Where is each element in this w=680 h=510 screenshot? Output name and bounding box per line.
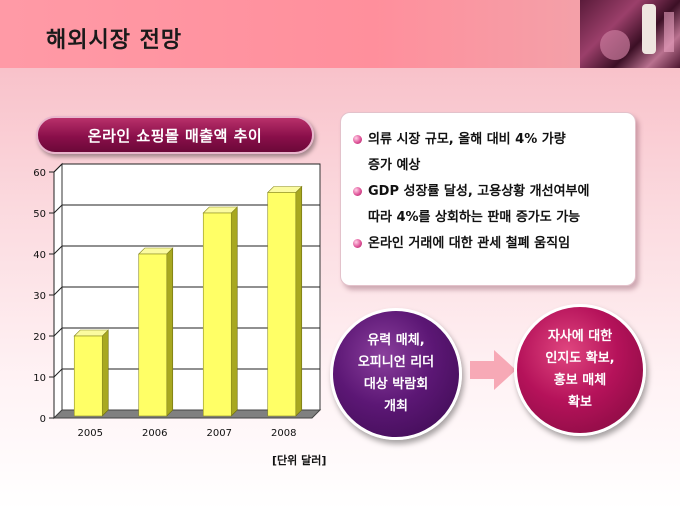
y-tick-label: 10 (33, 373, 46, 384)
photo-figure-2 (664, 12, 674, 52)
y-tick-label: 60 (33, 168, 46, 179)
outlook-bullet-text: 온라인 거래에 대한 관세 철폐 움직임 (368, 236, 571, 251)
chart-unit-note: [단위 달러] (272, 454, 327, 467)
bar (138, 253, 168, 417)
bar (202, 212, 232, 417)
photo-highlight (600, 30, 630, 60)
bullet-dot-icon (353, 239, 362, 248)
y-tick-label: 40 (33, 250, 46, 261)
x-tick-label: 2007 (207, 428, 232, 439)
y-tick-label: 30 (33, 291, 46, 302)
bar-top (202, 206, 238, 214)
bar-side (295, 185, 303, 417)
bar-side (166, 247, 174, 417)
outlook-bullet: 의류 시장 규모, 올해 대비 4% 가량 증가 예상 (353, 127, 625, 179)
chart-floor (52, 409, 322, 419)
x-tick-label: 2005 (78, 428, 103, 439)
page-title: 해외시장 전망 (46, 28, 183, 53)
bar-top (73, 329, 109, 337)
bar-top (138, 247, 174, 255)
strategy-circle-exhibition: 유력 매체, 오피니언 리더 대상 박람회 개최 (330, 308, 462, 440)
chart-gridline (53, 204, 320, 214)
y-tick-label: 0 (40, 414, 46, 425)
y-tick-label: 20 (33, 332, 46, 343)
header-photo (580, 0, 680, 68)
bullet-dot-icon (353, 135, 362, 144)
bar-side (230, 206, 238, 417)
chart-gridline (53, 163, 320, 173)
bar-top (267, 186, 303, 193)
bar (267, 192, 297, 417)
photo-figure (642, 4, 656, 54)
title-bar (0, 0, 680, 68)
outlook-bullet: GDP 성장률 달성, 고용상황 개선여부에 따라 4%를 상회하는 판매 증가… (353, 179, 625, 231)
strategy-circle-awareness: 자사에 대한 인지도 확보, 홍보 매체 확보 (514, 304, 646, 436)
market-outlook-box: 의류 시장 규모, 올해 대비 4% 가량 증가 예상 GDP 성장률 달성, … (340, 112, 636, 286)
chart-section-label: 온라인 쇼핑몰 매출액 추이 (36, 116, 314, 154)
y-tick-label: 50 (33, 209, 46, 220)
bullet-dot-icon (353, 187, 362, 196)
outlook-bullet-text: 의류 시장 규모, 올해 대비 4% 가량 증가 예상 (368, 132, 566, 173)
bar-side (101, 329, 109, 417)
right-arrow-icon (470, 350, 516, 390)
sales-bar-chart: 0 10 20 30 40 50 60 2005 2006 2007 2008 (33, 162, 322, 439)
outlook-bullet-text: GDP 성장률 달성, 고용상황 개선여부에 따라 4%를 상회하는 판매 증가… (368, 184, 590, 225)
x-tick-label: 2008 (271, 428, 296, 439)
x-tick-label: 2006 (142, 428, 167, 439)
outlook-bullet: 온라인 거래에 대한 관세 철폐 움직임 (353, 231, 625, 257)
bar (73, 335, 103, 417)
